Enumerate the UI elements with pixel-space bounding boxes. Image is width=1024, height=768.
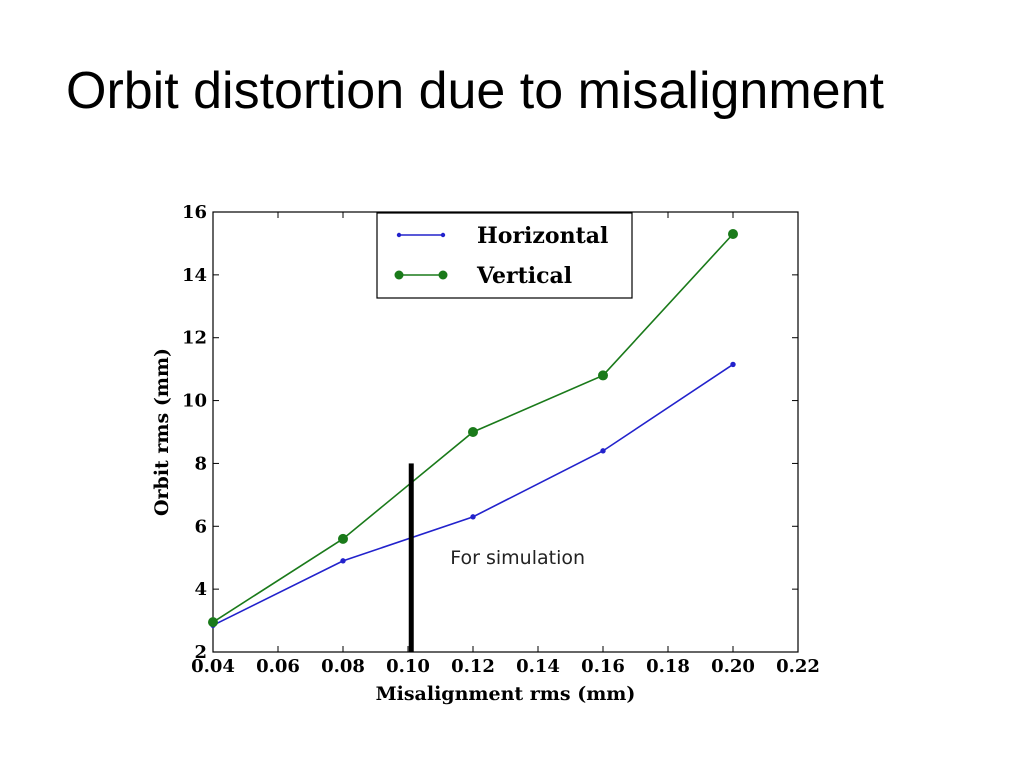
data-point-vertical [598,370,608,381]
x-tick-label: 0.22 [776,656,820,677]
x-tick-label: 0.18 [646,656,690,677]
data-point-horizontal [600,448,606,454]
legend-box [376,212,633,299]
data-point-vertical [208,617,218,628]
x-tick-label: 0.06 [256,656,300,677]
y-tick-label: 14 [182,265,207,286]
data-point-horizontal [470,514,476,520]
simulation-marker-bar [408,463,414,652]
y-tick-label: 4 [194,579,207,600]
legend-marker-vertical [438,270,448,280]
data-point-vertical [728,229,738,239]
legend-marker-horizontal [440,232,446,238]
legend-marker-horizontal [396,232,402,238]
x-tick-label: 0.04 [191,656,235,677]
legend-label-horizontal: Horizontal [477,223,608,249]
slide-title: Orbit distortion due to misalignment [66,62,884,120]
x-tick-label: 0.14 [516,656,560,677]
y-tick-label: 8 [194,453,207,474]
x-tick-label: 0.20 [711,656,755,677]
data-point-horizontal [340,558,346,564]
y-axis-label: Orbit rms (mm) [151,348,173,516]
y-tick-label: 12 [182,328,207,349]
x-tick-label: 0.12 [451,656,495,677]
y-tick-label: 6 [194,516,207,537]
y-tick-label: 16 [182,202,207,223]
legend-label-vertical: Vertical [476,263,572,289]
x-axis-label: Misalignment rms (mm) [376,683,636,705]
y-tick-label: 2 [194,642,207,663]
simulation-annotation: For simulation [450,547,585,569]
y-tick-label: 10 [182,391,207,412]
legend-marker-vertical [394,270,404,280]
x-tick-label: 0.16 [581,656,625,677]
x-tick-label: 0.08 [321,656,365,677]
x-tick-label: 0.10 [386,656,430,677]
data-point-horizontal [730,361,736,368]
data-point-vertical [338,533,348,544]
data-point-vertical [468,427,478,437]
